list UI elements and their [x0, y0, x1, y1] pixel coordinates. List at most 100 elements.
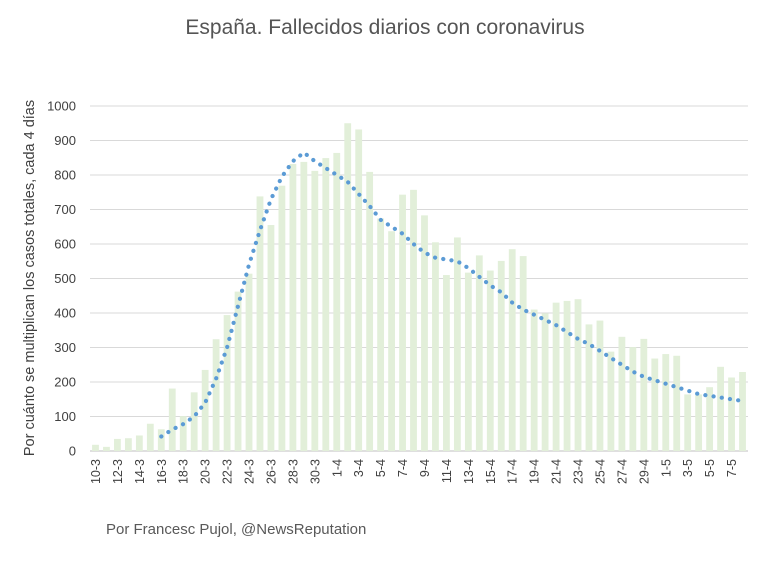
y-tick-label: 700	[54, 202, 76, 217]
bar	[92, 444, 99, 451]
x-tick-label: 7-4	[396, 459, 410, 477]
y-axis-label: Por cuánto se multiplican los casos tota…	[22, 100, 38, 456]
bar	[103, 446, 110, 451]
bar	[464, 272, 472, 451]
x-tick-label: 14-3	[133, 459, 147, 484]
y-tick-label: 600	[54, 237, 76, 252]
bar	[256, 196, 264, 451]
y-tick-label: 100	[54, 409, 76, 424]
y-tick-label: 300	[54, 340, 76, 355]
bar	[333, 152, 341, 452]
bar	[322, 158, 330, 451]
x-tick-label: 1-5	[659, 459, 673, 477]
x-tick-label: 3-5	[681, 459, 695, 477]
y-tick-label: 200	[54, 375, 76, 390]
trend-line	[159, 149, 745, 439]
bar	[157, 429, 165, 451]
bar	[662, 354, 670, 451]
bar	[377, 218, 385, 451]
x-tick-label: 13-4	[462, 459, 476, 484]
x-axis-ticks: 10-3 12-3 14-3 16-3 18-3 20-3 22-3 24-3 26-3 28-3…	[89, 459, 739, 484]
bar	[574, 299, 582, 451]
x-tick-label: 23-4	[572, 459, 586, 484]
bar	[629, 347, 637, 451]
bar	[519, 256, 527, 451]
bar	[300, 161, 308, 451]
chart-title: España. Fallecidos diarios con coronavir…	[185, 16, 585, 39]
bar	[728, 377, 735, 451]
y-tick-label: 900	[54, 133, 76, 148]
x-tick-label: 20-3	[199, 459, 213, 484]
x-tick-label: 16-3	[155, 459, 169, 484]
bar	[278, 185, 286, 451]
bar	[168, 388, 176, 451]
bar	[179, 416, 187, 451]
bar	[114, 438, 121, 451]
y-tick-label: 1000	[47, 99, 76, 114]
x-tick-label: 24-3	[243, 459, 257, 484]
bar	[388, 231, 395, 451]
x-tick-label: 17-4	[506, 459, 520, 484]
bar	[585, 324, 593, 451]
x-tick-label: 28-3	[286, 459, 300, 484]
bar	[618, 336, 626, 451]
x-tick-label: 5-4	[374, 459, 388, 477]
x-tick-label: 21-4	[550, 459, 564, 484]
bar	[552, 302, 560, 451]
x-tick-label: 11-4	[440, 459, 454, 483]
bar	[311, 170, 319, 452]
bar	[739, 371, 746, 451]
bar	[673, 355, 681, 451]
bar	[124, 438, 132, 451]
bar	[135, 435, 143, 451]
bar	[366, 171, 374, 451]
x-tick-label: 26-3	[265, 459, 279, 484]
x-tick-label: 25-4	[594, 459, 608, 484]
bar	[530, 309, 538, 451]
bar	[563, 300, 571, 451]
x-tick-label: 9-4	[418, 459, 432, 477]
x-tick-label: 1-4	[330, 459, 344, 477]
bar	[223, 315, 231, 451]
x-tick-label: 7-5	[725, 459, 739, 477]
bar	[596, 320, 604, 451]
x-tick-label: 12-3	[111, 459, 125, 484]
bar	[410, 189, 417, 451]
bar	[212, 339, 220, 451]
bar	[234, 291, 242, 451]
bar	[475, 255, 483, 451]
bar	[267, 225, 275, 451]
bar	[344, 123, 352, 451]
x-tick-label: 27-4	[615, 459, 629, 484]
x-tick-label: 5-5	[703, 459, 717, 477]
gridlines	[90, 105, 748, 452]
y-tick-label: 500	[54, 271, 76, 286]
x-tick-label: 10-3	[89, 459, 103, 484]
bar	[421, 215, 428, 451]
bar	[541, 313, 549, 451]
bar	[607, 351, 615, 451]
bar	[486, 270, 494, 451]
bar	[190, 392, 198, 451]
x-tick-label: 15-4	[484, 459, 498, 484]
bar	[289, 163, 297, 451]
trend-line-path	[159, 149, 745, 439]
bar	[497, 260, 505, 451]
bar	[399, 194, 406, 452]
x-tick-label: 19-4	[528, 459, 542, 484]
bar	[201, 369, 209, 451]
bar	[684, 394, 692, 451]
bar-series	[92, 123, 746, 452]
bar	[453, 237, 461, 451]
x-tick-label: 29-4	[637, 459, 651, 484]
bar	[640, 338, 648, 451]
bar	[443, 275, 450, 451]
x-tick-label: 30-3	[308, 459, 322, 484]
bar	[651, 358, 659, 451]
x-tick-label: 22-3	[221, 459, 235, 484]
bar	[245, 273, 253, 451]
bar	[432, 242, 439, 451]
bar	[146, 423, 154, 451]
y-tick-label: 400	[54, 306, 76, 321]
